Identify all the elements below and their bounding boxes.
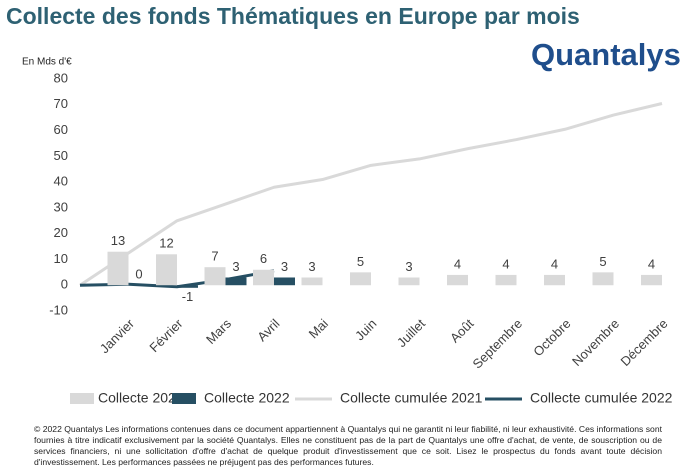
bar [225,277,247,286]
bar [398,277,420,286]
data-label: 0 [135,267,142,282]
y-tick-label: 0 [61,277,68,292]
data-label: 3 [281,259,288,274]
data-label: 3 [405,259,412,274]
x-tick-label: Décembre [618,316,671,369]
x-tick-label: Mars [203,316,234,347]
bar [447,274,468,286]
data-label: 5 [599,254,606,269]
bar [107,251,129,286]
y-tick-label: 50 [54,148,68,163]
y-tick-label: 10 [54,251,68,266]
y-tick-label: 20 [54,225,68,240]
x-tick-label: Juin [352,316,379,343]
x-tick-label: Juillet [394,316,428,350]
y-tick-label: -10 [49,302,68,317]
x-tick-label: Octobre [530,316,573,359]
legend-label: Collecte 2021 [98,390,184,406]
chart-title: Collecte des fonds Thématiques en Europe… [6,3,580,29]
x-tick-label: Novembre [569,316,622,369]
logo: Quantalys [531,37,681,72]
bar [156,254,177,286]
legend-label: Collecte cumulée 2022 [530,390,673,406]
y-tick-label: 60 [54,122,68,137]
bar [253,269,274,286]
bar [274,277,295,286]
x-tick-label: Mai [306,316,331,341]
legend-label: Collecte 2022 [204,390,290,406]
bar [350,272,371,286]
data-label: 5 [357,254,364,269]
footer: © 2022 Quantalys Les informations conten… [34,424,662,467]
chart: Collecte des fonds Thématiques en Europe… [6,3,681,406]
data-label: 4 [502,256,509,271]
data-label: 12 [159,236,173,251]
x-tick-label: Août [447,316,477,346]
x-tick-label: Avril [254,316,282,344]
data-label: 3 [232,259,239,274]
line [79,102,663,287]
data-label: 4 [648,256,655,271]
legend-swatch [70,393,94,404]
y-axis-label: En Mds d'€ [22,57,72,68]
bar [495,274,517,286]
y-tick-label: 30 [54,199,68,214]
bar [301,277,323,286]
y-tick-label: 40 [54,174,68,189]
data-label: 6 [260,251,267,266]
data-label: -1 [182,289,194,304]
bar [641,274,662,286]
bar [204,267,226,286]
data-label: 4 [551,256,558,271]
x-tick-label: Janvier [97,315,138,356]
data-label: 7 [211,249,218,264]
legend-swatch [172,393,196,404]
x-tick-label: Février [146,315,186,355]
bar [592,272,614,286]
legend-label: Collecte cumulée 2021 [340,390,483,406]
bar [544,274,565,286]
data-label: 13 [111,233,125,248]
data-label: 4 [454,256,461,271]
y-tick-label: 70 [54,96,68,111]
data-label: 3 [308,259,315,274]
y-tick-label: 80 [54,70,68,85]
bar [177,285,198,288]
x-tick-label: Septembre [469,316,525,372]
